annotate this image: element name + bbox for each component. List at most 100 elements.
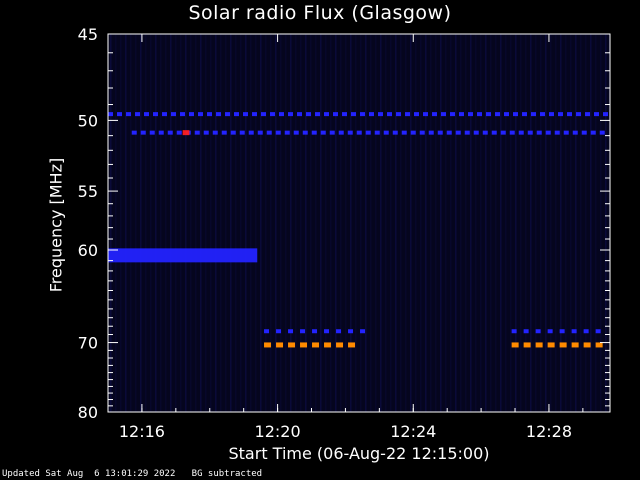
emission-dash [264, 342, 272, 348]
emission-dash [293, 130, 299, 135]
time-stripe [325, 34, 327, 412]
y-tick-label: 80 [78, 403, 98, 422]
emission-dash [531, 112, 536, 117]
time-stripe [310, 34, 312, 412]
emission-dash [189, 112, 194, 117]
emission-dash [464, 130, 470, 135]
emission-dash [396, 112, 401, 117]
time-stripe [380, 34, 382, 412]
time-stripe [390, 34, 392, 412]
emission-dash [135, 112, 140, 117]
emission-dash [356, 130, 362, 135]
emission-dash [257, 130, 263, 135]
emission-dash [348, 342, 356, 348]
time-stripe [450, 34, 452, 412]
x-tick-label: 12:20 [255, 422, 301, 441]
emission-dash [140, 130, 146, 135]
time-stripe [295, 34, 297, 412]
emission-dash [276, 342, 284, 348]
emission-dash [547, 329, 553, 334]
emission-dash [360, 329, 366, 334]
time-stripe [145, 34, 147, 412]
time-stripe [435, 34, 437, 412]
time-stripe [585, 34, 587, 412]
time-stripe [405, 34, 407, 412]
emission-dash [387, 112, 392, 117]
emission-dash [284, 130, 290, 135]
emission-dash [348, 329, 354, 334]
plot-frame [107, 33, 611, 413]
time-stripe [375, 34, 377, 412]
time-stripe [125, 34, 127, 412]
time-stripe [150, 34, 152, 412]
emission-dash [450, 112, 455, 117]
emission-band [182, 130, 190, 136]
time-stripe [570, 34, 572, 412]
emission-dash [275, 130, 281, 135]
emission-dash [351, 112, 356, 117]
time-stripe [520, 34, 522, 412]
emission-dash [302, 130, 308, 135]
time-stripe [425, 34, 427, 412]
emission-dash [266, 130, 272, 135]
emission-dash [234, 112, 239, 117]
time-stripe [155, 34, 157, 412]
emission-dash [500, 130, 506, 135]
time-stripe [140, 34, 142, 412]
time-stripe [290, 34, 292, 412]
time-stripe [250, 34, 252, 412]
time-stripe [230, 34, 232, 412]
y-axis-label: Frequency [MHz] [46, 157, 66, 293]
time-stripe [500, 34, 502, 412]
emission-dash [459, 112, 464, 117]
emission-dash [540, 112, 545, 117]
emission-dash [300, 342, 308, 348]
time-stripe [555, 34, 557, 412]
emission-dash [221, 130, 227, 135]
time-stripe [265, 34, 267, 412]
emission-dash [324, 329, 330, 334]
emission-dash [583, 329, 589, 334]
time-stripe [280, 34, 282, 412]
time-stripe [505, 34, 507, 412]
emission-dash [603, 112, 608, 117]
emission-dash [347, 130, 353, 135]
emission-dash [320, 130, 326, 135]
time-stripe [330, 34, 332, 412]
emission-dash [504, 112, 509, 117]
time-stripe [415, 34, 417, 412]
emission-dash [547, 342, 555, 348]
x-tick-label: 12:24 [390, 422, 436, 441]
emission-dash [378, 112, 383, 117]
time-stripe [550, 34, 552, 412]
emission-dash [243, 112, 248, 117]
time-stripe [420, 34, 422, 412]
emission-dash [198, 112, 203, 117]
time-stripe [185, 34, 187, 412]
time-stripe [370, 34, 372, 412]
emission-dash [144, 112, 149, 117]
emission-dash [315, 112, 320, 117]
emission-dash [108, 112, 113, 117]
time-stripe [260, 34, 262, 412]
time-stripe [135, 34, 137, 412]
y-tick-label: 70 [78, 334, 98, 353]
time-stripe [110, 34, 112, 412]
time-stripe [575, 34, 577, 412]
emission-dash [276, 329, 282, 334]
emission-dash [216, 112, 221, 117]
x-axis: 12:16 12:20 12:24 12:28 [107, 34, 584, 441]
time-stripe [245, 34, 247, 412]
emission-dash [312, 329, 318, 334]
time-stripe [480, 34, 482, 412]
time-stripe [510, 34, 512, 412]
emission-dash [527, 130, 533, 135]
time-stripe [275, 34, 277, 412]
emission-dash [153, 112, 158, 117]
time-stripe [180, 34, 182, 412]
emission-dash [567, 112, 572, 117]
emission-dash [239, 130, 245, 135]
emission-dash [523, 342, 531, 348]
emission-dash [468, 112, 473, 117]
emission-dash [306, 112, 311, 117]
